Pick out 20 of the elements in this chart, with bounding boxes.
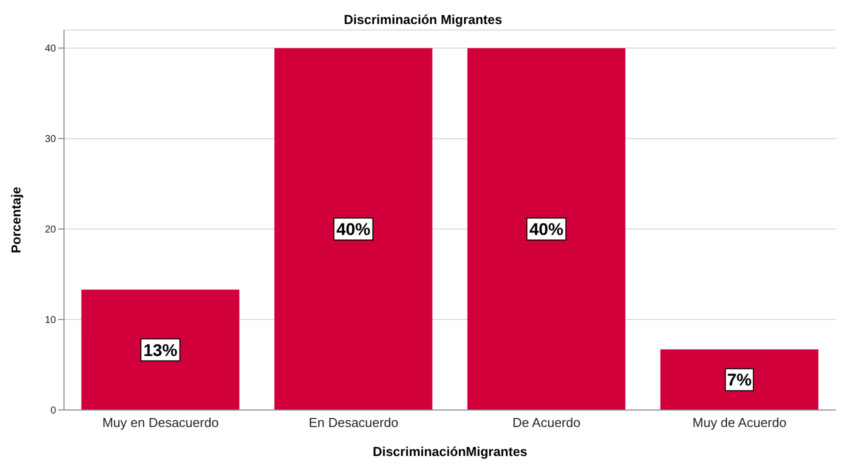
x-axis-title: DiscriminaciónMigrantes <box>372 444 528 459</box>
y-tick-label: 10 <box>44 315 56 326</box>
y-tick-label: 30 <box>44 134 56 146</box>
x-tick-label: En Desacuerdo <box>308 415 398 430</box>
y-tick-label: 0 <box>50 406 56 417</box>
bar <box>81 290 240 410</box>
chart-title: Discriminación Migrantes <box>342 12 504 27</box>
x-tick-label: Muy de Acuerdo <box>692 415 786 430</box>
x-tick-label: De Acuerdo <box>512 415 580 430</box>
x-tick-label: Muy en Desacuerdo <box>102 415 219 430</box>
data-label: 40% <box>336 220 370 240</box>
y-tick-label: 20 <box>44 224 56 236</box>
y-tick-label: 40 <box>44 44 56 55</box>
data-label: 40% <box>529 220 564 240</box>
data-label: 13% <box>143 340 178 360</box>
bar <box>467 48 626 410</box>
data-label: 7% <box>727 370 752 390</box>
bar <box>660 349 818 410</box>
bar <box>274 48 432 410</box>
y-axis-title: Porcentaje <box>8 186 24 254</box>
